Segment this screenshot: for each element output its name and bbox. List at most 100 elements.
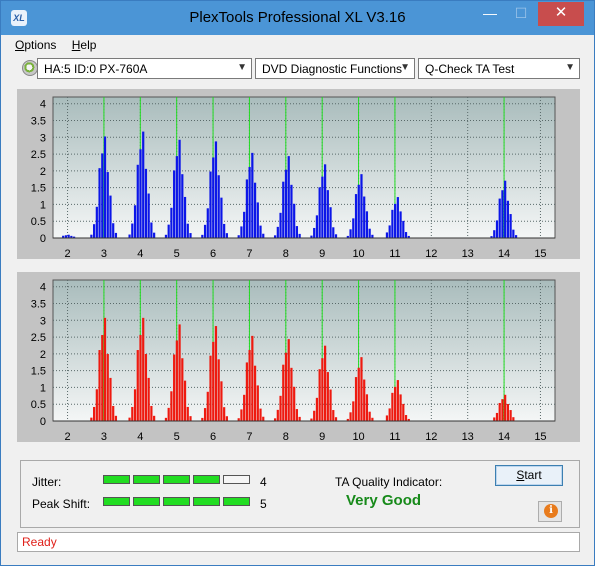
histogram-bar: [352, 401, 355, 421]
histogram-bar: [90, 417, 93, 421]
histogram-bar: [101, 153, 104, 238]
histogram-bar: [114, 415, 118, 421]
histogram-bar: [142, 317, 145, 421]
histogram-bar: [498, 198, 501, 238]
histogram-bar: [332, 227, 335, 238]
histogram-bar: [144, 353, 148, 421]
start-button[interactable]: Start: [495, 465, 563, 486]
histogram-bar: [243, 394, 246, 421]
histogram-bar: [284, 352, 288, 421]
x-tick-label: 3: [101, 248, 107, 259]
histogram-bar: [318, 369, 321, 421]
histogram-bar: [504, 180, 507, 238]
histogram-bar: [512, 417, 515, 421]
histogram-bar: [225, 233, 228, 238]
function-select[interactable]: DVD Diagnostic Functions ▼: [255, 58, 415, 79]
chevron-down-icon: ▼: [400, 62, 410, 73]
top-chart: 4 3.5 3 2.5 2 1.5 1 0.5 0 2 3 4 5 6 7 8 9 10 11 12 13 14 15: [31, 96, 556, 259]
histogram-bar: [396, 197, 399, 238]
histogram-bar: [509, 214, 512, 238]
histogram-bar: [223, 223, 226, 238]
histogram-bar: [354, 377, 358, 421]
histogram-bar: [256, 202, 259, 238]
chevron-down-icon: ▼: [237, 62, 247, 73]
histogram-bar: [178, 324, 181, 421]
menu-options[interactable]: Options: [9, 36, 62, 54]
info-button[interactable]: i: [538, 501, 562, 522]
histogram-bar: [323, 164, 327, 238]
minimize-button[interactable]: —: [483, 5, 497, 21]
histogram-bar: [109, 195, 112, 238]
histogram-bar: [153, 232, 156, 238]
histogram-bar: [240, 226, 243, 238]
histogram-bar: [253, 182, 257, 238]
histogram-bar: [385, 415, 389, 421]
histogram-bar: [357, 184, 360, 238]
histogram-bar: [217, 175, 220, 238]
test-select[interactable]: Q-Check TA Test ▼: [418, 58, 580, 79]
histogram-bar: [404, 415, 408, 421]
drive-select-value: HA:5 ID:0 PX-760A: [44, 62, 148, 76]
x-tick-label: 11: [389, 248, 400, 259]
histogram-bar: [103, 136, 107, 238]
close-button[interactable]: ✕: [538, 2, 584, 26]
histogram-bar: [147, 377, 150, 421]
function-select-value: DVD Diagnostic Functions: [262, 62, 403, 76]
histogram-bar: [287, 156, 290, 238]
histogram-bar: [62, 235, 65, 238]
histogram-bar: [93, 406, 96, 421]
histogram-bar: [394, 386, 397, 421]
title-bar[interactable]: XL PlexTools Professional XL V3.16 — ☐ ✕: [1, 1, 594, 35]
histogram-bar: [490, 236, 493, 238]
x-tick-label: 13: [462, 431, 474, 442]
histogram-bar: [504, 394, 507, 421]
maximize-button[interactable]: ☐: [514, 5, 528, 21]
histogram-bar: [167, 224, 170, 238]
histogram-bar: [313, 410, 316, 421]
y-tick-label: 1.5: [31, 183, 46, 195]
histogram-bar: [103, 317, 107, 421]
x-tick-label: 15: [534, 248, 546, 259]
x-tick-label: 14: [498, 431, 510, 442]
histogram-bar: [310, 418, 313, 421]
histogram-bar: [365, 211, 369, 238]
meter-segment: [193, 497, 220, 506]
y-tick-label: 0.5: [31, 216, 46, 228]
histogram-bar: [282, 364, 285, 421]
histogram-bar: [189, 416, 192, 421]
histogram-bar: [144, 168, 148, 238]
histogram-bar: [363, 196, 366, 238]
histogram-bar: [72, 236, 76, 238]
drive-select[interactable]: HA:5 ID:0 PX-760A ▼: [37, 58, 252, 79]
histogram-bar: [371, 234, 374, 238]
menu-options-accel: O: [15, 38, 25, 52]
menu-help[interactable]: Help: [66, 36, 103, 54]
histogram-bar: [251, 335, 254, 421]
y-tick-label: 4: [40, 99, 46, 111]
histogram-bar: [225, 416, 228, 421]
histogram-bar: [248, 350, 251, 421]
x-tick-label: 8: [283, 431, 289, 442]
info-icon: i: [544, 504, 558, 518]
histogram-bar: [136, 350, 139, 421]
histogram-bar: [495, 220, 499, 238]
x-tick-label: 6: [210, 431, 216, 442]
histogram-bar: [112, 223, 115, 238]
x-tick-label: 12: [425, 248, 437, 259]
y-tick-label: 1: [40, 199, 46, 211]
histogram-bar: [214, 141, 218, 238]
histogram-bar: [64, 235, 68, 238]
histogram-bar: [295, 409, 299, 421]
histogram-bar: [183, 196, 187, 238]
histogram-bar: [67, 234, 70, 238]
histogram-bar: [181, 174, 184, 238]
y-tick-label: 2: [40, 349, 46, 361]
meter-segment: [133, 475, 160, 484]
histogram-bar: [178, 139, 181, 238]
histogram-bar: [203, 408, 207, 421]
histogram-bar: [360, 174, 363, 238]
top-chart-panel: 4 3.5 3 2.5 2 1.5 1 0.5 0 2 3 4 5 6 7 8 9 10 11 12 13 14 15: [17, 89, 580, 259]
histogram-bar: [262, 416, 265, 421]
histogram-bar: [173, 170, 176, 238]
histogram-bar: [131, 223, 134, 238]
